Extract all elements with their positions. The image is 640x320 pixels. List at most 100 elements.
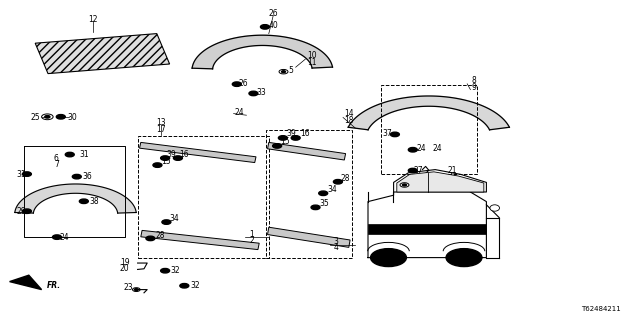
Text: 32: 32 [170, 266, 180, 275]
Circle shape [146, 236, 155, 241]
Circle shape [232, 82, 241, 86]
Text: 26: 26 [268, 9, 278, 18]
Text: 4: 4 [333, 244, 339, 252]
Text: 1: 1 [249, 230, 254, 239]
Circle shape [273, 144, 282, 148]
Text: 15: 15 [280, 137, 291, 146]
Circle shape [45, 116, 50, 118]
Circle shape [134, 289, 138, 291]
Text: 14: 14 [344, 109, 354, 118]
Text: 39: 39 [166, 150, 176, 159]
Text: 35: 35 [319, 199, 330, 208]
Circle shape [311, 205, 320, 210]
Circle shape [408, 168, 417, 173]
Text: 40: 40 [268, 21, 278, 30]
Circle shape [403, 184, 406, 186]
Text: 2: 2 [249, 236, 254, 245]
Text: 24: 24 [416, 144, 426, 153]
Circle shape [161, 268, 170, 273]
Circle shape [390, 132, 399, 137]
Text: 24: 24 [234, 108, 244, 117]
Circle shape [56, 115, 65, 119]
Text: 29: 29 [16, 207, 26, 216]
Text: 23: 23 [399, 180, 410, 189]
Text: 24: 24 [59, 233, 69, 242]
Text: 12: 12 [88, 15, 97, 24]
Text: 28: 28 [341, 174, 350, 183]
Ellipse shape [490, 205, 500, 211]
Polygon shape [15, 184, 136, 213]
Text: 32: 32 [190, 281, 200, 290]
Text: 28: 28 [156, 231, 164, 240]
Text: 34: 34 [327, 185, 337, 194]
Text: 18: 18 [344, 116, 353, 125]
Circle shape [65, 152, 74, 157]
Text: 3: 3 [333, 237, 339, 246]
Text: T62484211: T62484211 [581, 306, 621, 312]
Text: 9: 9 [471, 83, 476, 92]
Text: 38: 38 [89, 197, 99, 206]
Text: 36: 36 [83, 172, 93, 181]
Text: 26: 26 [238, 79, 248, 88]
Circle shape [282, 71, 285, 73]
Circle shape [180, 284, 189, 288]
Polygon shape [268, 142, 346, 160]
Circle shape [161, 156, 170, 160]
Circle shape [446, 249, 482, 267]
Text: 25: 25 [30, 113, 40, 122]
Circle shape [52, 235, 61, 239]
Circle shape [371, 249, 406, 267]
Text: 16: 16 [179, 150, 189, 159]
Polygon shape [141, 230, 259, 250]
Text: 22: 22 [447, 172, 456, 181]
Circle shape [79, 199, 88, 204]
Text: 11: 11 [307, 58, 316, 67]
Circle shape [22, 172, 31, 176]
Text: 30: 30 [67, 113, 77, 122]
Text: 34: 34 [169, 214, 179, 223]
Circle shape [173, 156, 182, 160]
Text: 39: 39 [286, 129, 296, 138]
Circle shape [333, 180, 342, 184]
Polygon shape [397, 172, 484, 192]
Polygon shape [268, 227, 350, 247]
Bar [138, 136, 269, 258]
Text: 37: 37 [382, 129, 392, 138]
Text: 8: 8 [471, 76, 476, 85]
Text: 10: 10 [307, 52, 317, 60]
Text: 5: 5 [289, 66, 294, 75]
Circle shape [72, 174, 81, 179]
Text: FR.: FR. [47, 281, 61, 290]
Circle shape [291, 136, 300, 140]
Text: 23: 23 [123, 284, 133, 292]
Polygon shape [192, 35, 333, 69]
Text: 17: 17 [156, 125, 166, 134]
Circle shape [153, 163, 162, 167]
Polygon shape [10, 275, 42, 290]
Circle shape [319, 191, 328, 196]
Polygon shape [348, 96, 509, 130]
Circle shape [408, 148, 417, 152]
Text: 19: 19 [120, 258, 130, 267]
Circle shape [260, 25, 269, 29]
Text: 31: 31 [79, 150, 89, 159]
Text: 7: 7 [54, 160, 59, 169]
Text: 13: 13 [156, 118, 166, 127]
Text: 20: 20 [120, 264, 130, 273]
Bar [381, 85, 477, 174]
Text: 21: 21 [447, 166, 456, 175]
Text: 6: 6 [54, 154, 59, 163]
Text: 24: 24 [433, 144, 443, 153]
Text: 27: 27 [413, 166, 423, 175]
Circle shape [162, 220, 171, 224]
Circle shape [278, 136, 287, 140]
Text: 15: 15 [161, 157, 172, 166]
Circle shape [22, 209, 31, 213]
Polygon shape [35, 34, 170, 74]
Text: 33: 33 [256, 88, 266, 97]
Polygon shape [368, 224, 486, 234]
Text: 16: 16 [300, 129, 310, 138]
Polygon shape [140, 142, 256, 163]
Text: 31: 31 [16, 170, 26, 179]
Bar [266, 130, 352, 258]
